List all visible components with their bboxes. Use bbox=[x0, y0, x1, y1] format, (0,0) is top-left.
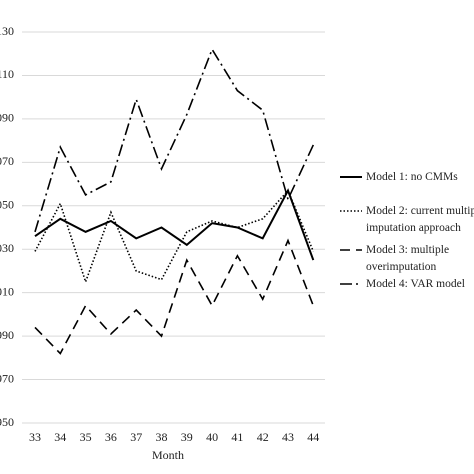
legend-label: Model 3: multiple overimputation bbox=[366, 243, 450, 273]
x-tick-label: 44 bbox=[307, 430, 319, 444]
x-tick-label: 43 bbox=[282, 430, 294, 444]
series-line bbox=[34, 47, 315, 233]
legend-label: Model 4: VAR model bbox=[366, 277, 465, 290]
x-tick-label: 34 bbox=[54, 430, 66, 444]
series-line bbox=[34, 238, 315, 355]
legend-label: Model 1: no CMMs bbox=[366, 170, 458, 183]
y-tick-label: 1110 bbox=[0, 67, 14, 81]
x-tick-label: 39 bbox=[181, 430, 193, 444]
x-tick-label: 37 bbox=[130, 430, 142, 444]
x-tick-label: 40 bbox=[206, 430, 218, 444]
x-tick-label: 33 bbox=[29, 430, 41, 444]
y-tick-label: 1090 bbox=[0, 111, 14, 125]
x-tick-label: 41 bbox=[231, 430, 243, 444]
y-tick-label: 1130 bbox=[0, 24, 14, 38]
x-tick-label: 42 bbox=[257, 430, 269, 444]
legend-label: Model 2: current multiple imputation app… bbox=[366, 204, 474, 234]
y-tick-label: 1010 bbox=[0, 284, 14, 298]
series-line bbox=[34, 189, 315, 285]
x-tick-label: 36 bbox=[105, 430, 117, 444]
x-axis-label: Month bbox=[152, 448, 184, 462]
series-line bbox=[34, 188, 315, 261]
x-tick-label: 35 bbox=[80, 430, 92, 444]
y-tick-label: 950 bbox=[0, 415, 14, 429]
x-tick-label: 38 bbox=[156, 430, 168, 444]
y-tick-label: 1070 bbox=[0, 154, 14, 168]
y-tick-label: 990 bbox=[0, 328, 14, 342]
y-tick-label: 1050 bbox=[0, 198, 14, 212]
y-tick-label: 970 bbox=[0, 371, 14, 385]
